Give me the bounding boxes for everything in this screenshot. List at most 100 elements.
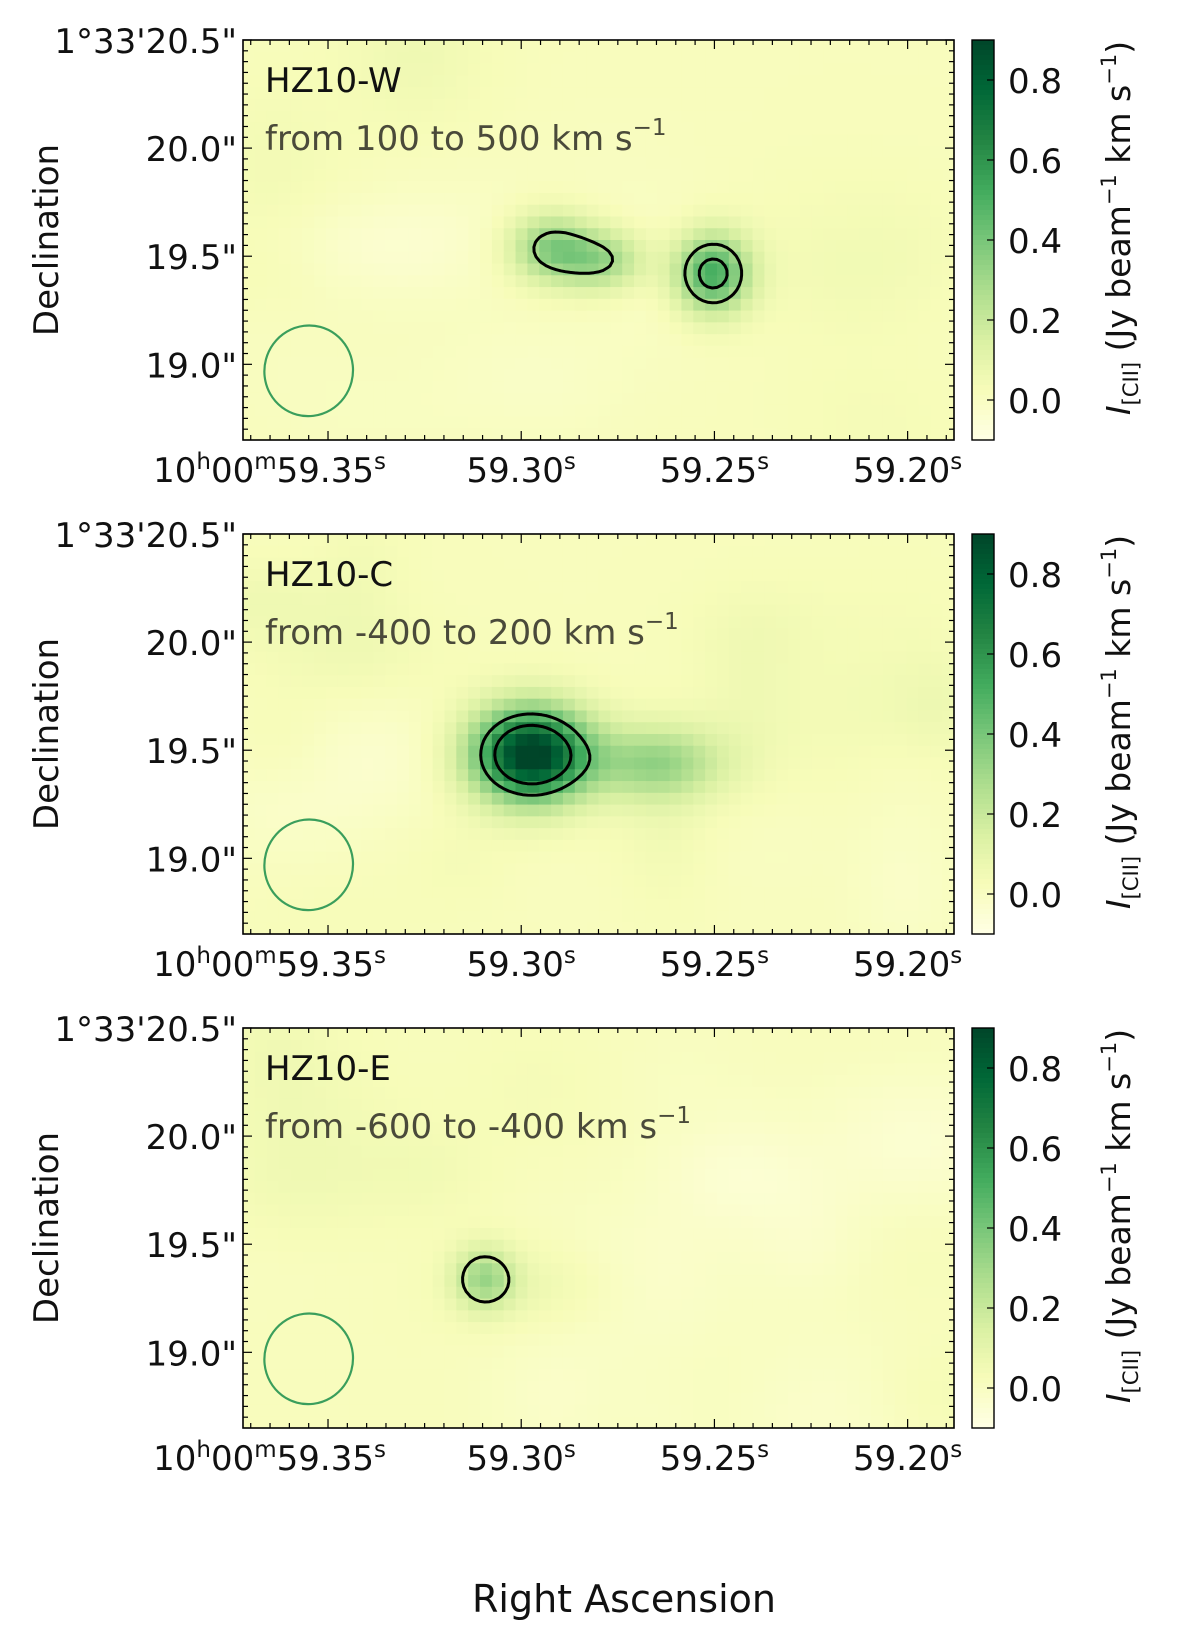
heatmap-cell bbox=[314, 416, 326, 428]
heatmap-cell bbox=[397, 228, 409, 240]
heatmap-cell bbox=[373, 852, 385, 864]
heatmap-cell bbox=[764, 899, 776, 911]
heatmap-cell bbox=[480, 322, 492, 334]
heatmap-cell bbox=[527, 75, 539, 87]
heatmap-cell bbox=[764, 87, 776, 99]
heatmap-cell bbox=[362, 722, 374, 734]
heatmap-cell bbox=[468, 99, 480, 111]
heatmap-cell bbox=[539, 216, 551, 228]
heatmap-cell bbox=[859, 863, 871, 875]
heatmap-cell bbox=[255, 181, 267, 193]
heatmap-cell bbox=[895, 64, 907, 76]
heatmap-cell bbox=[681, 181, 693, 193]
heatmap-cell bbox=[741, 922, 753, 934]
heatmap-cell bbox=[776, 358, 788, 370]
heatmap-cell bbox=[764, 193, 776, 205]
heatmap-cell bbox=[468, 369, 480, 381]
heatmap-cell bbox=[480, 1075, 492, 1087]
colorbar-segment bbox=[972, 425, 994, 431]
heatmap-cell bbox=[362, 793, 374, 805]
heatmap-cell bbox=[302, 252, 314, 264]
heatmap-cell bbox=[243, 1063, 255, 1075]
x-tick-label-sup: h bbox=[196, 449, 211, 475]
heatmap-cell bbox=[847, 569, 859, 581]
heatmap-cell bbox=[658, 264, 670, 276]
heatmap-cell bbox=[350, 393, 362, 405]
heatmap-cell bbox=[741, 899, 753, 911]
heatmap-cell bbox=[681, 346, 693, 358]
heatmap-cell bbox=[634, 793, 646, 805]
heatmap-cell bbox=[480, 1052, 492, 1064]
heatmap-cell bbox=[468, 922, 480, 934]
heatmap-cell bbox=[646, 758, 658, 770]
heatmap-cell bbox=[397, 216, 409, 228]
heatmap-cell bbox=[243, 52, 255, 64]
heatmap-cell bbox=[693, 158, 705, 170]
heatmap-cell bbox=[753, 252, 765, 264]
heatmap-cell bbox=[847, 558, 859, 570]
heatmap-cell bbox=[658, 252, 670, 264]
heatmap-cell bbox=[883, 534, 895, 546]
heatmap-cell bbox=[516, 416, 528, 428]
heatmap-cell bbox=[729, 899, 741, 911]
colorbar-segment bbox=[972, 614, 994, 620]
colorbar-segment bbox=[972, 190, 994, 196]
heatmap-cell bbox=[847, 158, 859, 170]
heatmap-cell bbox=[918, 99, 930, 111]
heatmap-cell bbox=[764, 887, 776, 899]
heatmap-cell bbox=[670, 722, 682, 734]
heatmap-cell bbox=[433, 75, 445, 87]
heatmap-cell bbox=[658, 734, 670, 746]
velocity-range-sup: −1 bbox=[633, 115, 667, 141]
heatmap-cell bbox=[267, 805, 279, 817]
colorbar-segment bbox=[972, 624, 994, 630]
heatmap-cell bbox=[362, 287, 374, 299]
heatmap-cell bbox=[776, 287, 788, 299]
heatmap-cell bbox=[326, 769, 338, 781]
heatmap-cell bbox=[622, 922, 634, 934]
heatmap-cell bbox=[290, 910, 302, 922]
heatmap-cell bbox=[575, 322, 587, 334]
heatmap-cell bbox=[812, 228, 824, 240]
heatmap-cell bbox=[918, 910, 930, 922]
heatmap-cell bbox=[646, 240, 658, 252]
heatmap-cell bbox=[243, 334, 255, 346]
heatmap-cell bbox=[693, 1052, 705, 1064]
heatmap-cell bbox=[729, 122, 741, 134]
heatmap-cell bbox=[836, 816, 848, 828]
heatmap-cell bbox=[634, 746, 646, 758]
heatmap-cell bbox=[658, 816, 670, 828]
heatmap-cell bbox=[753, 734, 765, 746]
heatmap-cell bbox=[812, 252, 824, 264]
heatmap-cell bbox=[883, 875, 895, 887]
heatmap-cell bbox=[764, 252, 776, 264]
heatmap-cell bbox=[895, 369, 907, 381]
colorbar-segment bbox=[972, 714, 994, 720]
heatmap-cell bbox=[670, 181, 682, 193]
heatmap-cell bbox=[409, 910, 421, 922]
heatmap-cell bbox=[516, 287, 528, 299]
heatmap-cell bbox=[800, 122, 812, 134]
heatmap-cell bbox=[895, 169, 907, 181]
heatmap-cell bbox=[634, 99, 646, 111]
heatmap-cell bbox=[480, 299, 492, 311]
heatmap-cell bbox=[243, 111, 255, 123]
heatmap-cell bbox=[290, 346, 302, 358]
heatmap-cell bbox=[895, 675, 907, 687]
heatmap-cell bbox=[836, 875, 848, 887]
heatmap-cell bbox=[717, 428, 729, 440]
heatmap-cell bbox=[942, 111, 954, 123]
heatmap-cell bbox=[587, 828, 599, 840]
heatmap-cell bbox=[492, 899, 504, 911]
heatmap-cell bbox=[421, 287, 433, 299]
colorbar-segment bbox=[972, 684, 994, 690]
heatmap-cell bbox=[527, 311, 539, 323]
heatmap-cell bbox=[279, 710, 291, 722]
heatmap-cell bbox=[717, 534, 729, 546]
heatmap-cell bbox=[444, 158, 456, 170]
heatmap-cell bbox=[516, 769, 528, 781]
heatmap-cell bbox=[243, 264, 255, 276]
heatmap-cell bbox=[717, 64, 729, 76]
heatmap-cell bbox=[729, 640, 741, 652]
heatmap-cell bbox=[681, 111, 693, 123]
